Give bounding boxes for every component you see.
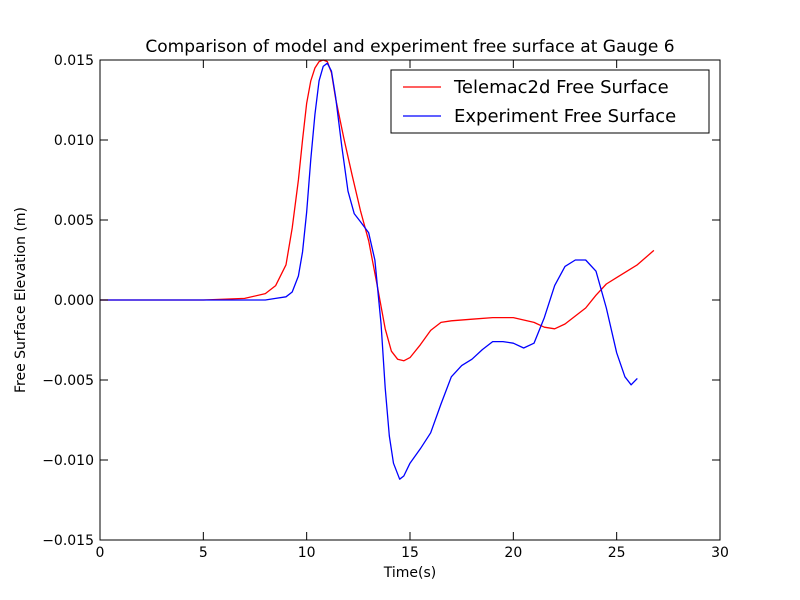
series-layer (100, 59, 655, 480)
series-line-telemac (100, 59, 655, 362)
y-tick-label: −0.010 (42, 453, 94, 469)
x-tick-label: 0 (96, 545, 105, 561)
series-line-experiment (100, 62, 638, 480)
legend-box (390, 69, 710, 134)
y-tick-label: −0.005 (42, 373, 94, 389)
legend-label-telemac: Telemac2d Free Surface (453, 77, 669, 98)
chart-title: Comparison of model and experiment free … (145, 37, 674, 57)
legend: Telemac2d Free Surface Experiment Free S… (390, 69, 710, 134)
x-tick-label: 15 (401, 545, 419, 561)
x-tick-label: 20 (504, 545, 522, 561)
y-axis-label: Free Surface Elevation (m) (13, 207, 29, 393)
y-tick-label: 0.015 (54, 53, 94, 69)
y-axis: −0.015 −0.010 −0.005 0.000 0.005 0.010 0.015 (42, 53, 720, 549)
y-tick-label: 0.005 (54, 213, 94, 229)
y-tick-label: 0.000 (54, 293, 94, 309)
y-tick-label: 0.010 (54, 133, 94, 149)
x-tick-label: 30 (711, 545, 729, 561)
x-axis-label: Time(s) (383, 565, 436, 581)
x-tick-label: 5 (199, 545, 208, 561)
legend-label-experiment: Experiment Free Surface (454, 106, 676, 127)
y-tick-label: −0.015 (42, 533, 94, 549)
x-tick-label: 10 (298, 545, 316, 561)
x-axis: 0 5 10 15 20 25 30 (96, 60, 729, 561)
x-tick-label: 25 (608, 545, 626, 561)
